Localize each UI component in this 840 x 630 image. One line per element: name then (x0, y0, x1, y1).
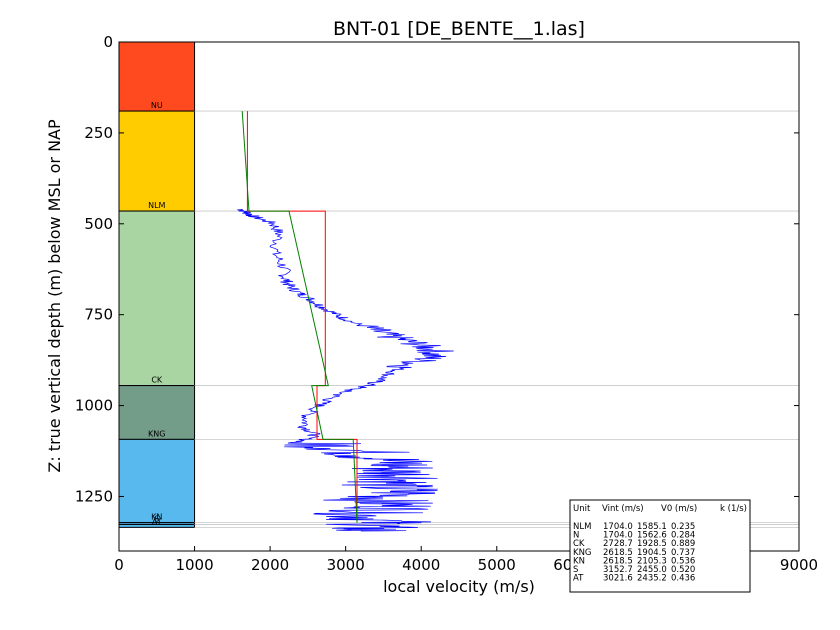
strat-unit-nu (118, 41, 196, 112)
legend-cell: 0.235 (671, 522, 695, 532)
y-tick-label: 250 (84, 124, 113, 142)
legend-cell: 0.536 (671, 556, 695, 566)
legend-cell: 0.436 (671, 574, 695, 584)
legend-header: Unit (573, 504, 591, 514)
y-tick-label: 750 (84, 306, 113, 324)
legend-cell: KN (573, 556, 585, 566)
legend-cell: 0.284 (671, 531, 695, 541)
y-tick-label: 500 (84, 215, 113, 233)
x-tick-label: 9000 (780, 556, 818, 574)
legend-cell: 1704.0 (603, 522, 633, 532)
legend-cell: 1585.1 (637, 522, 667, 532)
strat-unit-label: KN (151, 513, 162, 522)
y-axis-title: Z: true vertical depth (m) below MSL or … (45, 119, 64, 473)
chart-title: BNT-01 [DE_BENTE__1.las] (333, 18, 585, 40)
x-tick-label: 1000 (175, 556, 213, 574)
legend-box (569, 499, 751, 593)
legend-cell: S (573, 565, 578, 575)
x-axis-title: local velocity (m/s) (383, 577, 535, 596)
x-tick-label: 0 (114, 556, 124, 574)
y-tick-label: 1250 (75, 487, 113, 505)
legend-cell: N (573, 531, 579, 541)
plot-area: NUNLMCKKNGKNSAT0100020003000400050006000… (75, 33, 818, 593)
legend-cell: 2618.5 (603, 548, 633, 558)
x-tick-label: 5000 (478, 556, 516, 574)
legend-cell: 2435.2 (637, 574, 667, 584)
plot-frame (118, 41, 800, 552)
legend-header: V0 (m/s) (661, 504, 697, 514)
legend-cell: KNG (573, 548, 592, 558)
plot-background (119, 42, 799, 551)
legend-cell: 0.889 (671, 539, 695, 549)
strat-unit-ck (118, 210, 196, 387)
strat-unit-label: NU (151, 101, 163, 110)
legend-cell: AT (573, 574, 584, 584)
strat-unit-kn (118, 438, 196, 524)
legend-cell: CK (573, 539, 585, 549)
x-tick-label: 4000 (402, 556, 440, 574)
legend-cell: 0.737 (671, 548, 695, 558)
series-line-0 (237, 208, 454, 532)
series-line-2 (241, 111, 358, 523)
legend-cell: 1928.5 (637, 539, 667, 549)
legend-header: Vint (m/s) (602, 504, 644, 514)
strat-unit-label: NLM (148, 201, 165, 210)
strat-unit-label: CK (151, 376, 163, 385)
strat-unit-label: AT (152, 517, 162, 526)
legend-cell: 2455.0 (637, 565, 667, 575)
legend-header: k (1/s) (720, 504, 747, 514)
legend-cell: 1704.0 (603, 531, 633, 541)
legend-cell: 2728.7 (603, 539, 633, 549)
legend-cell: 2105.3 (637, 556, 667, 566)
legend-cell: 2618.5 (603, 556, 633, 566)
y-tick-label: 1000 (75, 397, 113, 415)
strat-unit-kng (118, 385, 196, 440)
legend-cell: 3152.7 (603, 565, 633, 575)
strat-unit-nlm (118, 110, 196, 212)
legend-cell: 1904.5 (637, 548, 667, 558)
y-tick-label: 0 (103, 33, 113, 51)
legend-cell: 3021.6 (603, 574, 633, 584)
legend-cell: NLM (573, 522, 591, 532)
x-tick-label: 2000 (251, 556, 289, 574)
x-tick-label: 3000 (327, 556, 365, 574)
strat-unit-label: S (154, 514, 159, 523)
strat-unit-label: KNG (148, 429, 165, 438)
legend-cell: 1562.6 (637, 531, 667, 541)
legend-cell: 0.520 (671, 565, 695, 575)
